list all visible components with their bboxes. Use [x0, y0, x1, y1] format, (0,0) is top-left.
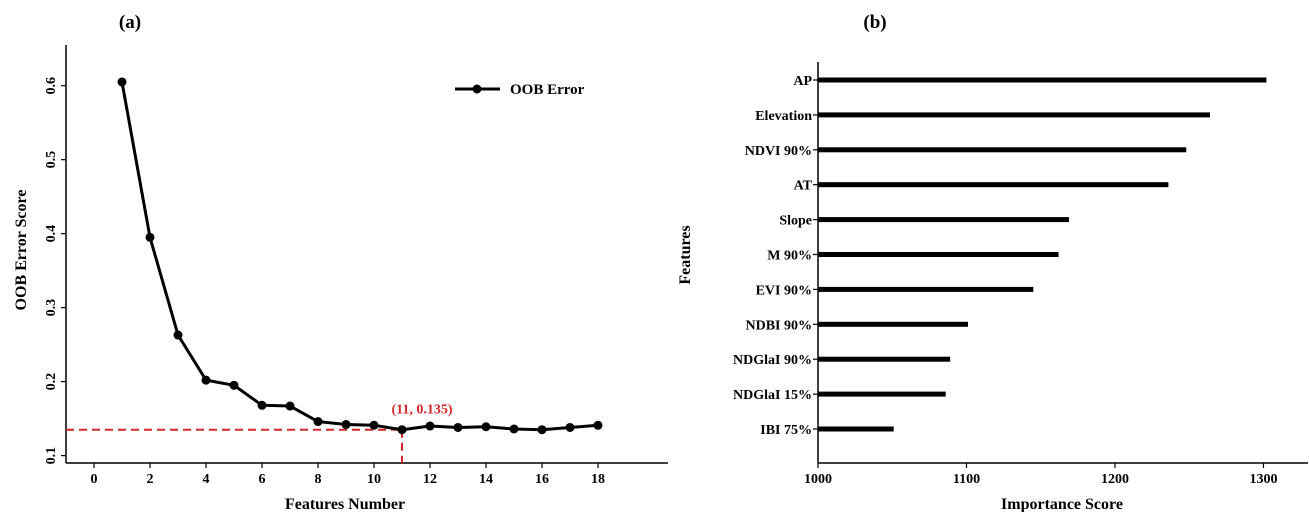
data-point [369, 420, 379, 430]
x-tick-label: 6 [259, 472, 266, 487]
category-label: NDGlaI 15% [733, 388, 812, 403]
bar [818, 217, 1069, 223]
data-point [257, 400, 267, 410]
y-tick-label: 0.1 [44, 447, 59, 465]
bar [818, 112, 1210, 118]
chart-a-x-axis-title: Features Number [285, 496, 405, 512]
y-tick-label: 0.5 [44, 151, 59, 169]
x-tick-label: 12 [423, 472, 437, 487]
chart-b-x-axis-title: Importance Score [1001, 496, 1123, 512]
category-label: Elevation [755, 109, 812, 124]
x-tick-label: 1100 [953, 472, 980, 487]
data-point [425, 421, 435, 431]
bar [818, 426, 894, 432]
data-point [481, 422, 491, 432]
chart-b-y-axis-title: Features [677, 225, 694, 284]
data-point [565, 422, 575, 432]
chart-a-y-axis-title: OOB Error Score [13, 190, 30, 311]
x-tick-label: 14 [479, 472, 493, 487]
category-label: NDVI 90% [745, 144, 812, 159]
data-point [341, 420, 351, 430]
bar [818, 252, 1059, 257]
category-label: IBI 75% [760, 423, 812, 438]
x-tick-label: 2 [147, 472, 154, 487]
data-point [145, 232, 155, 242]
bar [818, 286, 1034, 292]
legend-label-oob-error: OOB Error [510, 82, 585, 98]
chart-b-plot-area: 1000 1100 1200 1300 AP Elevation NDVI 90% AT Slo… [733, 62, 1308, 487]
data-point [397, 425, 407, 435]
panel-b-label: (b) [863, 12, 886, 33]
x-tick-label: 10 [367, 472, 381, 487]
category-label: Slope [779, 214, 812, 229]
bar [818, 391, 946, 397]
data-point [593, 420, 603, 430]
data-point [117, 77, 127, 87]
category-label: AP [793, 74, 812, 89]
data-point [285, 401, 295, 411]
bar [818, 182, 1169, 188]
y-tick-label: 0.6 [44, 77, 59, 95]
category-label: EVI 90% [756, 283, 812, 298]
x-tick-label: 1200 [1101, 472, 1129, 487]
y-tick-label: 0.3 [44, 299, 59, 317]
category-label: NDBI 90% [745, 318, 812, 333]
bar [818, 77, 1267, 83]
data-point [537, 425, 547, 435]
annotation-label: (11, 0.135) [391, 403, 452, 418]
data-point [313, 417, 323, 427]
data-point [229, 380, 239, 390]
x-tick-label: 16 [535, 472, 549, 487]
bar [818, 321, 968, 327]
legend-marker-swatch [472, 84, 482, 94]
x-tick-label: 18 [591, 472, 605, 487]
panel-a-label: (a) [119, 12, 141, 33]
y-tick-label: 0.4 [44, 225, 59, 243]
chart-a-plot-area: 0 2 4 6 8 10 12 14 16 18 0.1 0.2 0.3 0.4 0.5 0.6 (11, 0.… [44, 45, 668, 487]
bar [818, 147, 1187, 153]
x-tick-label: 1000 [804, 472, 832, 487]
data-point [509, 424, 519, 434]
x-tick-label: 0 [91, 472, 98, 487]
data-point [201, 375, 211, 385]
x-tick-label: 8 [315, 472, 322, 487]
data-point [173, 330, 183, 340]
series-line-oob-error [120, 81, 599, 432]
category-label: M 90% [767, 249, 812, 264]
x-tick-label: 4 [203, 472, 210, 487]
x-tick-label: 1300 [1249, 472, 1277, 487]
data-point [453, 422, 463, 432]
y-tick-label: 0.2 [44, 373, 59, 391]
category-label: NDGlaI 90% [733, 353, 812, 368]
bar [818, 356, 951, 362]
chart-a-legend: OOB Error [455, 82, 585, 98]
category-label: AT [794, 179, 813, 194]
